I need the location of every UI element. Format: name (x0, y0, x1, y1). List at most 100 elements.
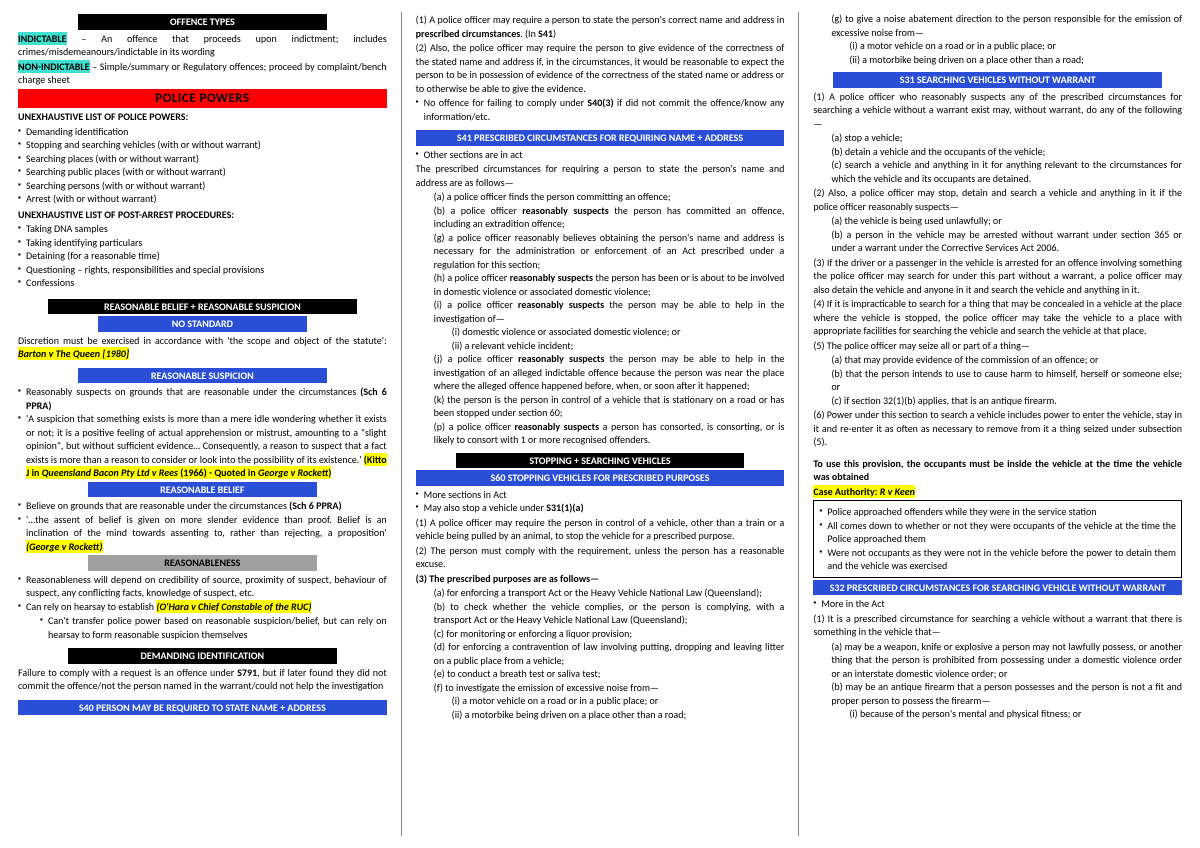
s32-hdr: S32 PRESCRIBED CIRCUMSTANCES FOR SEARCHI… (813, 580, 1182, 596)
s40-2: (2) Also, the police officer may require… (416, 41, 785, 95)
s31-3: (3) If the driver or a passenger in the … (813, 256, 1182, 297)
nonindictable-para: NON-INDICTABLE – Simple/summary or Regul… (18, 60, 387, 87)
rs-list: Reasonably suspects on grounds that are … (18, 385, 387, 480)
s60-3e: (e) to conduct a breath test or saliva t… (416, 667, 785, 681)
s41-h: (h) a police officer reasonably suspects… (416, 271, 785, 298)
case-authority: Case Authority: R v Keen (813, 485, 1182, 499)
s31-6: (6) Power under this section to search a… (813, 408, 1182, 449)
rb-list: Believe on grounds that are reasonable u… (18, 499, 387, 553)
s60-3d: (d) for enforcing a contravention of law… (416, 640, 785, 667)
column-3: (g) to give a noise abatement direction … (798, 12, 1182, 836)
s31-5a: (a) that may provide evidence of the com… (813, 353, 1182, 367)
rn-hdr: REASONABLENESS (88, 555, 317, 571)
s60-3a: (a) for enforcing a transport Act or the… (416, 586, 785, 600)
s60-3f-i: (i) a motor vehicle on a road or in a pu… (416, 694, 785, 708)
post-arrest-list: Taking DNA samples Taking identifying pa… (18, 222, 387, 290)
rn-list: Reasonableness will depend on credibilit… (18, 573, 387, 642)
s60-3f: (f) to investigate the emission of exces… (416, 681, 785, 695)
indictable-para: INDICTABLE – An offence that proceeds up… (18, 32, 387, 59)
s60-1: (1) A police officer may require the per… (416, 516, 785, 543)
list-item: Taking identifying particulars (18, 236, 387, 250)
s41-i-i: (i) domestic violence or associated dome… (416, 325, 785, 339)
list-item: Demanding identification (18, 125, 387, 139)
g: (g) to give a noise abatement direction … (813, 12, 1182, 39)
s40-hdr: S40 PERSON MAY BE REQUIRED TO STATE NAME… (18, 700, 387, 716)
s31-5c: (c) if section 32(1)(b) applies, that is… (813, 394, 1182, 408)
rs-hdr: REASONABLE SUSPICION (78, 368, 327, 384)
di-hdr: DEMANDING IDENTIFICATION (68, 648, 337, 664)
s41-b: (b) a police officer reasonably suspects… (416, 204, 785, 231)
offence-types-hdr: OFFENCE TYPES (78, 14, 327, 30)
s31-1b: (b) detain a vehicle and the occupants o… (813, 145, 1182, 159)
s60-notes: More sections in Act May also stop a veh… (416, 488, 785, 515)
list2-hdr: UNEXHAUSTIVE LIST OF POST-ARREST PROCEDU… (18, 208, 387, 222)
s41-a: (a) a police officer finds the person co… (416, 190, 785, 204)
s40-note: No offence for failing to comply under S… (416, 96, 785, 123)
s31-5b: (b) that the person intends to use to ca… (813, 367, 1182, 394)
rb-item-2: '…the assent of belief is given on more … (18, 513, 387, 554)
list-item: Stopping and searching vehicles (with or… (18, 138, 387, 152)
list-item: May also stop a vehicle under S31(1)(a) (416, 501, 785, 515)
list-item: Searching public places (with or without… (18, 165, 387, 179)
rb-item-1: Believe on grounds that are reasonable u… (18, 499, 387, 513)
s41-i: (i) a police officer reasonably suspects… (416, 298, 785, 325)
s60-hdr: S60 STOPPING VEHICLES FOR PRESCRIBED PUR… (416, 470, 785, 486)
s31-1: (1) A police officer who reasonably susp… (813, 90, 1182, 131)
nonindictable-label: NON-INDICTABLE (18, 60, 90, 73)
g-ii: (ii) a motorbike being driven on a place… (813, 53, 1182, 67)
s60-2: (2) The person must comply with the requ… (416, 544, 785, 571)
s31-1a: (a) stop a vehicle; (813, 131, 1182, 145)
rn-item-1: Reasonableness will depend on credibilit… (18, 573, 387, 600)
list-item: Searching persons (with or without warra… (18, 179, 387, 193)
s41-j: (j) a police officer reasonably suspects… (416, 352, 785, 393)
list-item: Questioning – rights, responsibilities a… (18, 263, 387, 277)
s31-2a: (a) the vehicle is being used unlawfully… (813, 214, 1182, 228)
s31-2: (2) Also, a police officer may stop, det… (813, 186, 1182, 213)
list1-hdr: UNEXHAUSTIVE LIST OF POLICE POWERS: (18, 110, 387, 124)
no-std-case: Barton v The Queen [1980] (18, 347, 129, 360)
s41-k: (k) the person is the person in control … (416, 393, 785, 420)
s40-1: (1) A police officer may require a perso… (416, 13, 785, 40)
rs-item-1: Reasonably suspects on grounds that are … (18, 385, 387, 412)
s32-a: (a) may be a weapon, knife or explosive … (813, 640, 1182, 681)
s41-hdr: S41 PRESCRIBED CIRCUMSTANCES FOR REQUIRI… (416, 130, 785, 146)
s60-3b: (b) to check whether the vehicle complie… (416, 600, 785, 627)
g-i: (i) a motor vehicle on a road or in a pu… (813, 39, 1182, 53)
s31-4: (4) If it is impracticable to search for… (813, 297, 1182, 338)
rb-hdr: REASONABLE BELIEF (88, 482, 317, 498)
s41-note: Other sections are in act (416, 148, 785, 162)
s31-1c: (c) search a vehicle and anything in it … (813, 158, 1182, 185)
s32-1: (1) It is a prescribed circumstance for … (813, 612, 1182, 639)
rs-item-2: 'A suspicion that something exists is mo… (18, 412, 387, 480)
column-1: OFFENCE TYPES INDICTABLE – An offence th… (18, 12, 387, 836)
list-item: Confessions (18, 276, 387, 290)
s60-3f-ii: (ii) a motorbike being driven on a place… (416, 708, 785, 722)
rn-item-2: Can rely on hearsay to establish (O'Hara… (18, 600, 387, 642)
box-item: All comes down to whether or not they we… (819, 519, 1176, 546)
rn-sub-item: Can't transfer police power based on rea… (40, 614, 387, 641)
list-item: Detaining (for a reasonable time) (18, 249, 387, 263)
no-std-txt: Discretion must be exercised in accordan… (18, 334, 387, 361)
box-item: Were not occupants as they were not in t… (819, 546, 1176, 573)
box-item: Police approached offenders while they w… (819, 505, 1176, 519)
s32-b-i: (i) because of the person's mental and p… (813, 707, 1182, 721)
no-std-hdr: NO STANDARD (98, 316, 307, 332)
s41-g: (g) a police officer reasonably believes… (416, 231, 785, 272)
rb-rs-hdr: REASONABLE BELIEF + REASONABLE SUSPICION (48, 299, 357, 315)
note1: To use this provision, the occupants mus… (813, 457, 1182, 484)
s41-i-ii: (ii) a relevant vehicle incident; (416, 339, 785, 353)
di-txt: Failure to comply with a request is an o… (18, 666, 387, 693)
police-powers-hdr: POLICE POWERS (18, 89, 387, 109)
indictable-label: INDICTABLE (18, 32, 67, 45)
s60-3: (3) The prescribed purposes are as follo… (416, 572, 785, 586)
police-powers-list: Demanding identification Stopping and se… (18, 125, 387, 206)
s31-hdr: S31 SEARCHING VEHICLES WITHOUT WARRANT (833, 72, 1162, 88)
list-item: Searching places (with or without warran… (18, 152, 387, 166)
s41-intro: The prescribed circumstances for requiri… (416, 162, 785, 189)
s41-p: (p) a police officer reasonably suspects… (416, 420, 785, 447)
list-item: Taking DNA samples (18, 222, 387, 236)
s31-2b: (b) a person in the vehicle may be arres… (813, 228, 1182, 255)
list-item: More sections in Act (416, 488, 785, 502)
s32-more: More in the Act (813, 597, 1182, 611)
list-item: Arrest (with or without warrant) (18, 192, 387, 206)
